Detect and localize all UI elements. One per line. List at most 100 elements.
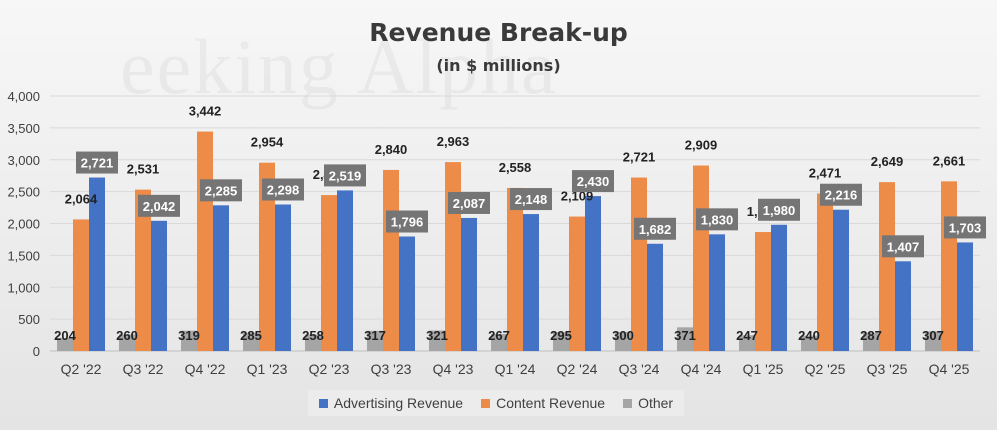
x-tick-label: Q2 '23	[309, 361, 350, 377]
y-tick-label: 1,000	[7, 280, 40, 295]
legend-label-other: Other	[638, 395, 674, 411]
x-tick-label: Q1 '25	[743, 361, 784, 377]
data-label-other: 295	[550, 328, 572, 343]
y-tick-label: 2,500	[7, 185, 40, 200]
bar-other	[863, 332, 879, 351]
bar-other	[739, 335, 755, 351]
data-label-advertising: 2,285	[205, 183, 238, 198]
legend-entry-other: Other	[623, 395, 673, 411]
legend-swatch-content	[481, 398, 491, 408]
data-label-box-advertising	[262, 178, 304, 201]
bar-content	[755, 232, 771, 351]
bar-other	[57, 337, 73, 351]
x-tick-label: Q4 '24	[681, 361, 722, 377]
bar-content	[197, 131, 213, 351]
x-tick-label: Q2 '22	[61, 361, 102, 377]
data-label-content: 2,109	[561, 189, 594, 204]
chart-subtitle: (in $ millions)	[436, 56, 561, 75]
x-tick-label: Q4 '25	[929, 361, 970, 377]
data-label-advertising: 1,703	[949, 220, 982, 235]
data-label-box-advertising	[820, 183, 862, 206]
data-label-other: 285	[240, 328, 262, 343]
data-label-box-advertising	[634, 217, 676, 240]
bar-advertising	[585, 196, 601, 351]
bar-advertising	[833, 209, 849, 351]
x-tick-label: Q3 '22	[123, 361, 164, 377]
y-tick-label: 4,000	[7, 89, 40, 104]
bar-content	[569, 216, 585, 351]
data-label-content: 2,558	[499, 160, 532, 175]
data-label-other: 204	[54, 328, 76, 343]
data-label-advertising: 2,721	[81, 156, 114, 171]
bar-advertising	[461, 217, 477, 351]
y-tick-label: 500	[18, 312, 40, 327]
x-tick-label: Q3 '25	[867, 361, 908, 377]
bar-other	[925, 331, 941, 351]
bar-advertising	[89, 177, 105, 351]
x-tick-label: Q3 '23	[371, 361, 412, 377]
bar-content	[135, 189, 151, 351]
data-label-box-advertising	[138, 194, 180, 217]
data-label-advertising: 1,407	[887, 239, 920, 254]
data-label-other: 267	[488, 328, 510, 343]
x-tick-label: Q3 '24	[619, 361, 660, 377]
data-label-other: 371	[674, 328, 696, 343]
bar-advertising	[771, 224, 787, 351]
bar-advertising	[709, 234, 725, 351]
bar-content	[941, 181, 957, 351]
y-tick-label: 3,000	[7, 153, 40, 168]
bar-other	[491, 333, 507, 351]
data-label-box-advertising	[882, 235, 924, 258]
data-label-box-advertising	[944, 216, 986, 239]
bar-advertising	[895, 261, 911, 351]
bar-advertising	[337, 190, 353, 351]
bar-other	[677, 327, 693, 351]
data-label-content: 2,531	[127, 162, 160, 177]
data-label-box-advertising	[448, 191, 490, 214]
bar-advertising	[151, 220, 167, 351]
data-label-content: 2,721	[623, 150, 656, 165]
data-label-advertising: 2,042	[143, 199, 176, 214]
bar-other	[801, 335, 817, 351]
data-label-box-advertising	[386, 210, 428, 233]
data-label-content: 2,954	[251, 135, 284, 150]
data-label-advertising: 1,830	[701, 212, 734, 227]
data-label-box-advertising	[758, 198, 800, 221]
legend-label-advertising: Advertising Revenue	[333, 395, 464, 411]
data-label-advertising: 1,796	[391, 215, 424, 230]
bar-other	[429, 330, 445, 351]
x-tick-label: Q2 '25	[805, 361, 846, 377]
bar-other	[119, 334, 135, 351]
data-label-box-advertising	[324, 164, 366, 187]
bar-content	[507, 187, 523, 351]
bar-content	[383, 169, 399, 351]
bar-other	[181, 330, 197, 351]
data-label-advertising: 2,087	[453, 196, 486, 211]
data-label-advertising: 2,430	[577, 174, 610, 189]
data-label-box-advertising	[510, 188, 552, 211]
bar-advertising	[399, 236, 415, 351]
data-label-advertising: 2,298	[267, 183, 300, 198]
legend-label-content: Content Revenue	[496, 395, 606, 411]
data-label-other: 260	[116, 328, 138, 343]
bar-other	[615, 331, 631, 351]
bar-content	[817, 193, 833, 351]
chart-legend: Advertising Revenue Content Revenue Othe…	[308, 390, 684, 416]
bar-other	[243, 332, 259, 351]
bar-advertising	[647, 243, 663, 351]
data-label-content: 3,442	[189, 104, 222, 119]
bar-other	[305, 334, 321, 351]
data-label-content: 2,471	[809, 165, 842, 180]
legend-swatch-other	[623, 398, 633, 408]
data-label-content: 2,661	[933, 153, 966, 168]
y-tick-label: 3,500	[7, 121, 40, 136]
data-label-box-advertising	[696, 208, 738, 231]
bar-content	[631, 177, 647, 351]
data-label-other: 240	[798, 328, 820, 343]
data-label-other: 247	[736, 328, 758, 343]
data-label-advertising: 2,216	[825, 188, 858, 203]
data-label-content: 2,963	[437, 134, 470, 149]
bar-advertising	[957, 242, 973, 351]
